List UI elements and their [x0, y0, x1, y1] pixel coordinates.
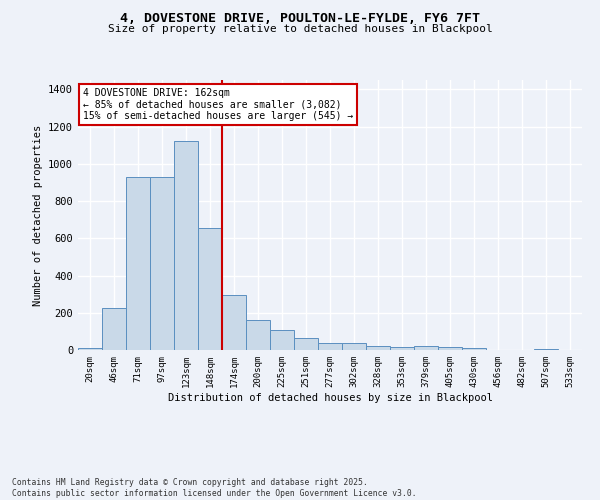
Bar — [414, 346, 438, 350]
Bar — [318, 344, 342, 350]
Bar — [438, 347, 462, 350]
Bar — [246, 320, 270, 350]
Bar — [198, 228, 222, 350]
Bar — [390, 347, 414, 350]
Bar — [222, 295, 246, 350]
Text: Contains HM Land Registry data © Crown copyright and database right 2025.
Contai: Contains HM Land Registry data © Crown c… — [12, 478, 416, 498]
Bar — [270, 330, 294, 350]
Text: 4, DOVESTONE DRIVE, POULTON-LE-FYLDE, FY6 7FT: 4, DOVESTONE DRIVE, POULTON-LE-FYLDE, FY… — [120, 12, 480, 26]
Bar — [150, 177, 174, 350]
Bar — [78, 348, 102, 350]
Text: 4 DOVESTONE DRIVE: 162sqm
← 85% of detached houses are smaller (3,082)
15% of se: 4 DOVESTONE DRIVE: 162sqm ← 85% of detac… — [83, 88, 353, 122]
Y-axis label: Number of detached properties: Number of detached properties — [32, 124, 43, 306]
Bar — [534, 348, 558, 350]
Bar — [342, 344, 366, 350]
Bar — [126, 177, 150, 350]
Bar — [174, 142, 198, 350]
Bar — [366, 346, 390, 350]
Bar — [462, 348, 486, 350]
X-axis label: Distribution of detached houses by size in Blackpool: Distribution of detached houses by size … — [167, 392, 493, 402]
Text: Size of property relative to detached houses in Blackpool: Size of property relative to detached ho… — [107, 24, 493, 34]
Bar — [294, 338, 318, 350]
Bar — [102, 308, 126, 350]
